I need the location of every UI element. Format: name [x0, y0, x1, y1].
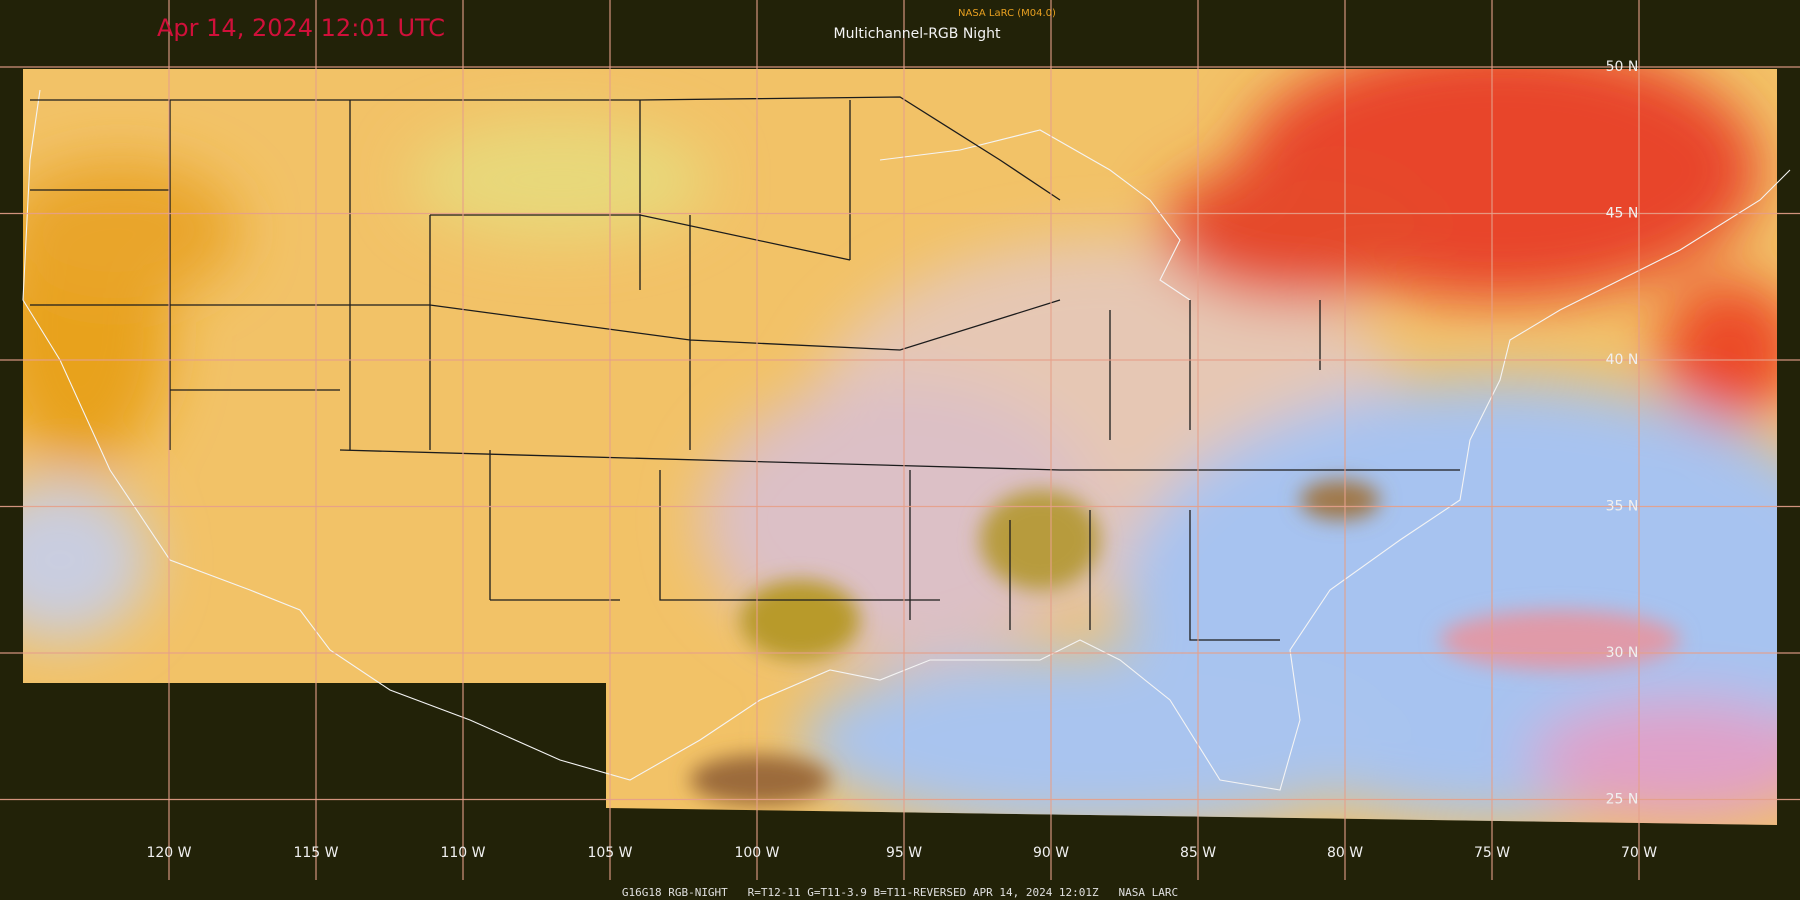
longitude-label: 100 W: [734, 845, 779, 861]
graticule: [0, 0, 1800, 880]
graticule-labels: 120 W 115 W 110 W 105 W 100 W 95 W 90 W 85 W 80 …: [146, 59, 1657, 861]
longitude-label: 90 W: [1033, 845, 1069, 861]
timestamp: Apr 14, 2024 12:01 UTC: [157, 14, 445, 42]
source-label: NASA LaRC (M04.0): [958, 8, 1056, 19]
product-title: Multichannel-RGB Night: [834, 26, 1001, 42]
longitude-label: 105 W: [587, 845, 632, 861]
longitude-label: 70 W: [1621, 845, 1657, 861]
latitude-label: 30 N: [1606, 645, 1639, 661]
latitude-label: 50 N: [1606, 59, 1639, 75]
latitude-label: 25 N: [1606, 792, 1639, 808]
latitude-label: 40 N: [1606, 352, 1639, 368]
coastline: [22, 89, 1791, 791]
longitude-label: 115 W: [293, 845, 338, 861]
longitude-label: 120 W: [146, 845, 191, 861]
longitude-label: 75 W: [1474, 845, 1510, 861]
longitude-label: 85 W: [1180, 845, 1216, 861]
longitude-label: 95 W: [886, 845, 922, 861]
longitude-label: 110 W: [440, 845, 485, 861]
longitude-label: 80 W: [1327, 845, 1363, 861]
latitude-label: 45 N: [1606, 206, 1639, 222]
footer-caption: G16G18 RGB-NIGHT R=T12-11 G=T11-3.9 B=T1…: [622, 886, 1178, 899]
state-borders: [30, 96, 1460, 641]
latitude-label: 35 N: [1606, 499, 1639, 515]
